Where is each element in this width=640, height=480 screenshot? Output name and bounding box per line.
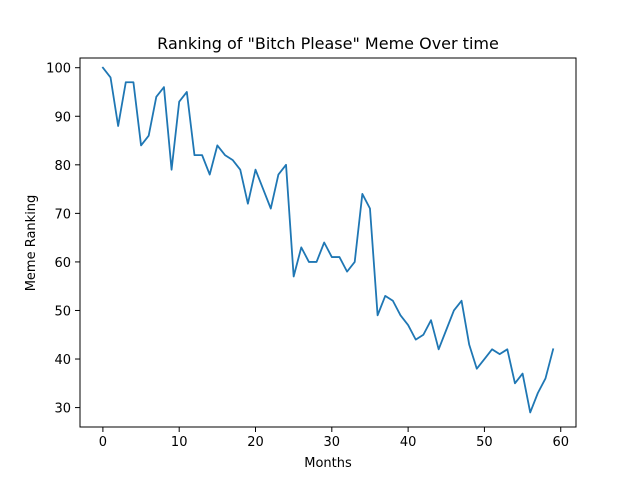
x-tick-label: 30 — [324, 435, 341, 450]
plot-area: 0 10 20 30 40 50 60 30 40 50 60 70 80 90 100 — [46, 57, 577, 450]
x-tick-label: 0 — [99, 435, 107, 450]
y-tick-label: 100 — [46, 62, 71, 77]
y-tick-label: 70 — [54, 207, 71, 222]
y-tick-label: 60 — [54, 256, 71, 271]
x-tick-label: 20 — [247, 435, 264, 450]
x-axis: 0 10 20 30 40 50 60 — [99, 427, 569, 450]
axes-frame — [79, 57, 577, 428]
x-tick-label: 60 — [552, 435, 569, 450]
x-tick-label: 40 — [400, 435, 417, 450]
y-tick-label: 80 — [54, 159, 71, 174]
y-axis: 30 40 50 60 70 80 90 100 — [46, 62, 80, 417]
y-tick-label: 30 — [54, 402, 71, 417]
y-tick-label: 90 — [54, 110, 71, 125]
x-axis-label: Months — [304, 456, 352, 471]
y-tick-label: 40 — [54, 353, 71, 368]
x-tick-label: 10 — [171, 435, 188, 450]
series-line — [101, 66, 555, 414]
y-axis-label: Meme Ranking — [24, 195, 39, 292]
x-tick-label: 50 — [476, 435, 493, 450]
y-tick-label: 50 — [54, 304, 71, 319]
chart-title: Ranking of "Bitch Please" Meme Over time — [157, 34, 499, 53]
